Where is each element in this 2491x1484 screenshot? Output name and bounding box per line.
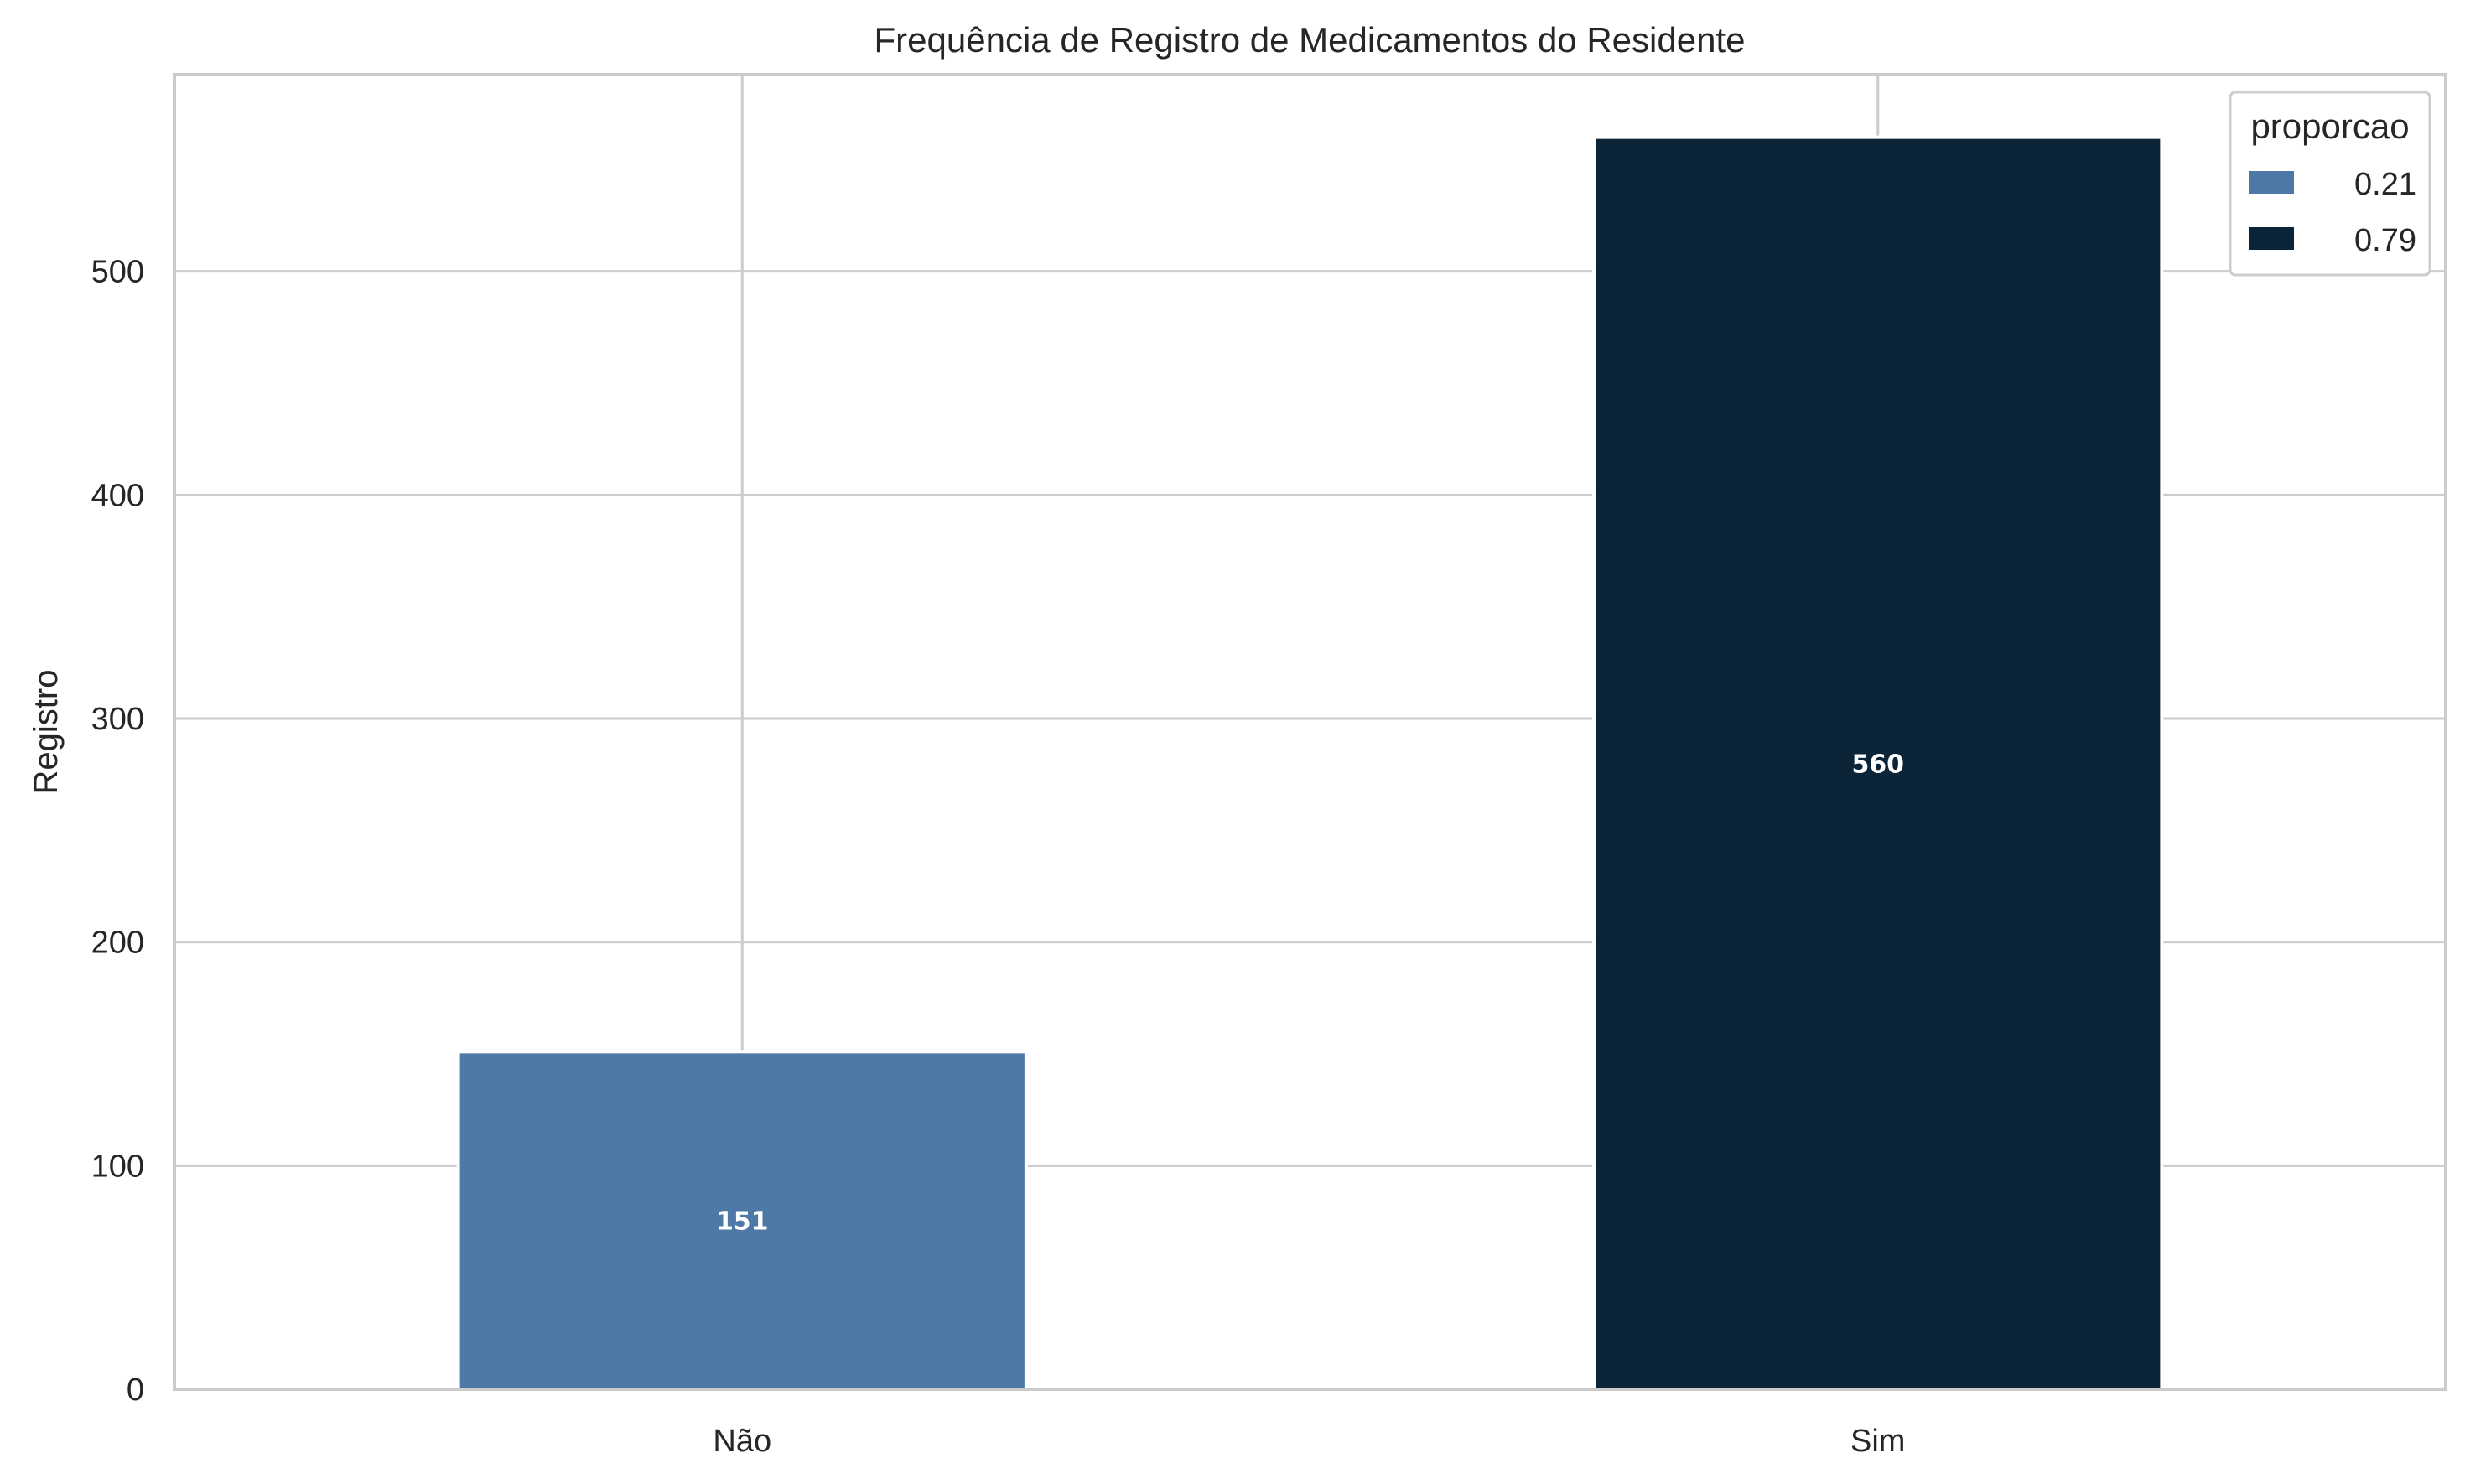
legend-entry-label-1: 0.79 bbox=[2354, 223, 2416, 258]
legend-swatch-1 bbox=[2249, 227, 2294, 250]
y-axis-ticks: 0 100 200 300 400 500 bbox=[91, 255, 144, 1408]
bar-data-label-1: 560 bbox=[1851, 750, 1904, 779]
y-tick-label-2: 200 bbox=[91, 926, 144, 961]
y-axis-label: Registro bbox=[28, 670, 65, 795]
y-tick-label-0: 0 bbox=[127, 1372, 144, 1408]
legend-title: proporcao bbox=[2250, 106, 2409, 146]
y-tick-label-1: 100 bbox=[91, 1149, 144, 1184]
x-tick-label-0: Não bbox=[713, 1424, 771, 1459]
legend-swatch-0 bbox=[2249, 171, 2294, 194]
y-tick-label-3: 300 bbox=[91, 702, 144, 737]
bars bbox=[456, 135, 2164, 1392]
y-tick-label-4: 400 bbox=[91, 478, 144, 513]
bar-nao bbox=[456, 1050, 1028, 1392]
x-axis-ticks: Não Sim bbox=[713, 1424, 1905, 1459]
legend: proporcao 0.21 0.79 bbox=[2229, 91, 2431, 277]
bar-sim bbox=[1592, 135, 2164, 1392]
bar-data-label-0: 151 bbox=[716, 1207, 769, 1237]
plot-frame bbox=[173, 73, 2447, 1391]
legend-entry-label-0: 0.21 bbox=[2354, 167, 2416, 202]
y-tick-label-5: 500 bbox=[91, 255, 144, 290]
x-tick-label-1: Sim bbox=[1850, 1424, 1905, 1459]
bar-data-labels: 151 560 bbox=[716, 750, 1904, 1236]
chart-title: Frequência de Registro de Medicamentos d… bbox=[874, 20, 1746, 60]
